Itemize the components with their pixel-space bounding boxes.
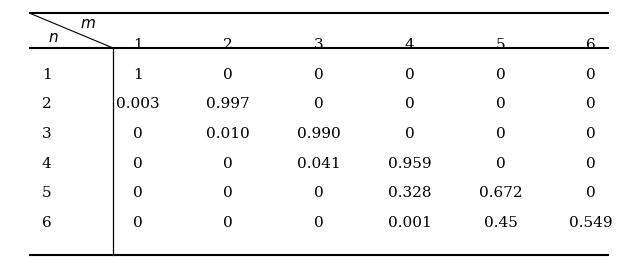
Text: $n$: $n$ bbox=[48, 31, 59, 45]
Text: $m$: $m$ bbox=[80, 17, 96, 31]
